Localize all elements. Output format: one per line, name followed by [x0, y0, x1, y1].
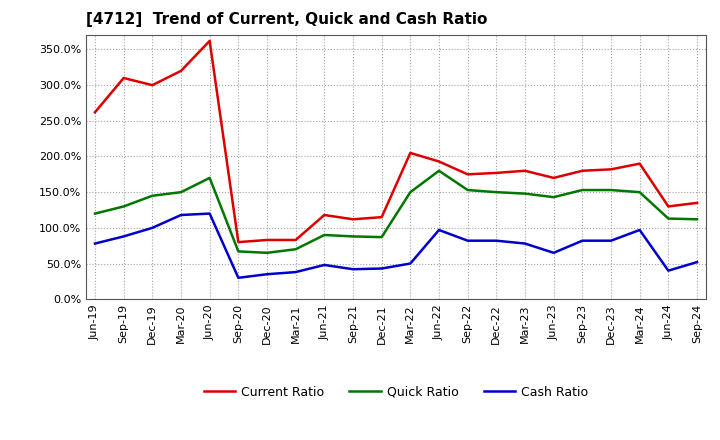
Cash Ratio	[578, 238, 587, 243]
Quick Ratio	[435, 168, 444, 173]
Cash Ratio	[205, 211, 214, 216]
Current Ratio	[578, 168, 587, 173]
Line: Quick Ratio: Quick Ratio	[95, 171, 697, 253]
Current Ratio	[664, 204, 672, 209]
Current Ratio	[406, 150, 415, 156]
Cash Ratio	[693, 260, 701, 265]
Current Ratio	[91, 110, 99, 115]
Cash Ratio	[91, 241, 99, 246]
Quick Ratio	[664, 216, 672, 221]
Quick Ratio	[377, 235, 386, 240]
Quick Ratio	[578, 187, 587, 193]
Current Ratio	[693, 200, 701, 205]
Quick Ratio	[205, 175, 214, 180]
Line: Cash Ratio: Cash Ratio	[95, 213, 697, 278]
Cash Ratio	[234, 275, 243, 280]
Current Ratio	[120, 75, 128, 81]
Legend: Current Ratio, Quick Ratio, Cash Ratio: Current Ratio, Quick Ratio, Cash Ratio	[199, 381, 593, 404]
Quick Ratio	[320, 232, 328, 238]
Quick Ratio	[693, 216, 701, 222]
Quick Ratio	[120, 204, 128, 209]
Cash Ratio	[377, 266, 386, 271]
Cash Ratio	[664, 268, 672, 273]
Cash Ratio	[120, 234, 128, 239]
Cash Ratio	[292, 269, 300, 275]
Quick Ratio	[521, 191, 529, 196]
Current Ratio	[464, 172, 472, 177]
Current Ratio	[320, 213, 328, 218]
Cash Ratio	[435, 227, 444, 233]
Quick Ratio	[549, 194, 558, 200]
Cash Ratio	[406, 261, 415, 266]
Current Ratio	[205, 38, 214, 44]
Cash Ratio	[635, 227, 644, 233]
Cash Ratio	[607, 238, 616, 243]
Cash Ratio	[263, 271, 271, 277]
Current Ratio	[607, 167, 616, 172]
Quick Ratio	[607, 187, 616, 193]
Current Ratio	[635, 161, 644, 166]
Quick Ratio	[263, 250, 271, 256]
Quick Ratio	[292, 246, 300, 252]
Quick Ratio	[635, 190, 644, 195]
Line: Current Ratio: Current Ratio	[95, 41, 697, 242]
Current Ratio	[234, 239, 243, 245]
Cash Ratio	[320, 262, 328, 268]
Quick Ratio	[234, 249, 243, 254]
Quick Ratio	[176, 190, 185, 195]
Current Ratio	[549, 175, 558, 180]
Cash Ratio	[464, 238, 472, 243]
Cash Ratio	[521, 241, 529, 246]
Cash Ratio	[549, 250, 558, 256]
Current Ratio	[176, 68, 185, 73]
Current Ratio	[292, 237, 300, 242]
Current Ratio	[492, 170, 500, 176]
Current Ratio	[348, 216, 357, 222]
Cash Ratio	[492, 238, 500, 243]
Cash Ratio	[348, 267, 357, 272]
Cash Ratio	[148, 225, 157, 231]
Text: [4712]  Trend of Current, Quick and Cash Ratio: [4712] Trend of Current, Quick and Cash …	[86, 12, 487, 27]
Quick Ratio	[91, 211, 99, 216]
Current Ratio	[435, 159, 444, 164]
Current Ratio	[521, 168, 529, 173]
Quick Ratio	[406, 190, 415, 195]
Quick Ratio	[148, 193, 157, 198]
Current Ratio	[377, 215, 386, 220]
Current Ratio	[148, 83, 157, 88]
Cash Ratio	[176, 213, 185, 218]
Quick Ratio	[348, 234, 357, 239]
Quick Ratio	[492, 190, 500, 195]
Quick Ratio	[464, 187, 472, 193]
Current Ratio	[263, 237, 271, 242]
